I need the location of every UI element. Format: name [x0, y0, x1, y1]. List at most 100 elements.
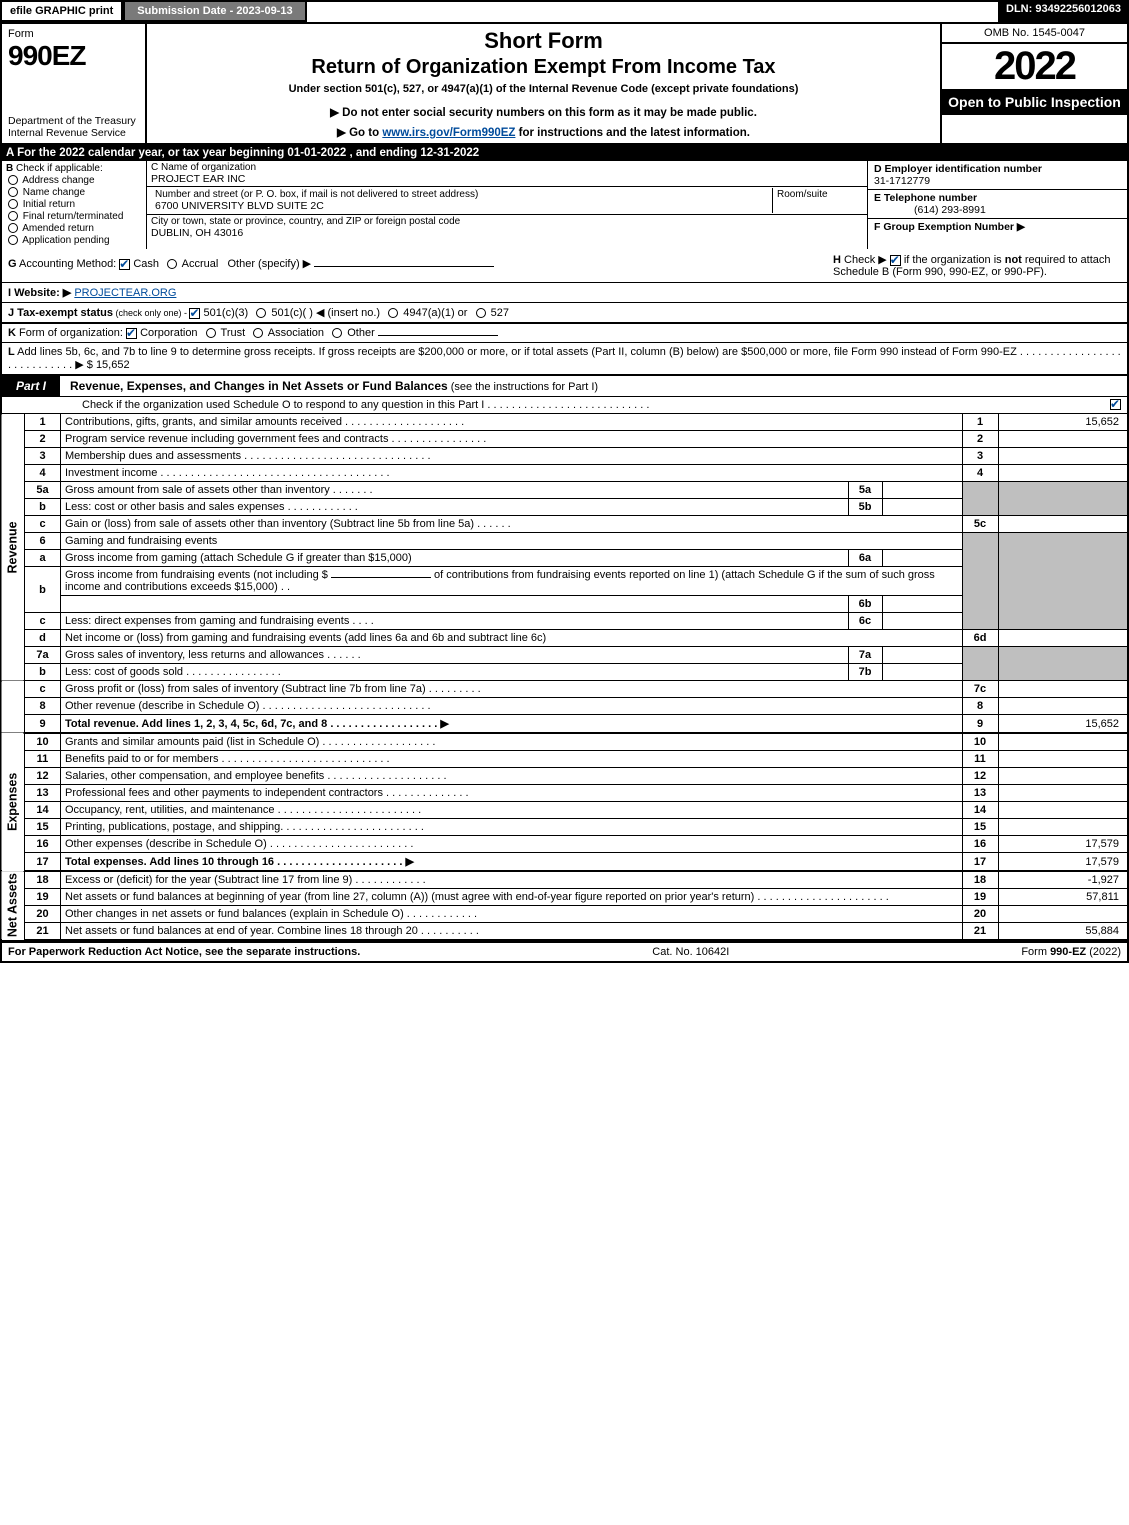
line-5a: 5a Gross amount from sale of assets othe… — [1, 482, 1128, 499]
top-bar: efile GRAPHIC print Submission Date - 20… — [0, 0, 1129, 24]
c-addr-value: 6700 UNIVERSITY BLVD SUITE 2C — [155, 200, 324, 212]
g-cash-check[interactable] — [119, 259, 130, 270]
line-6b-box: 6b — [1, 596, 1128, 613]
c-city-label: City or town, state or province, country… — [151, 216, 863, 227]
j-sub: (check only one) - — [113, 308, 190, 318]
col-de: D Employer identification number 31-1712… — [867, 161, 1127, 249]
j-527[interactable] — [476, 308, 486, 318]
line-20: 20 Other changes in net assets or fund b… — [1, 906, 1128, 923]
goto-post: for instructions and the latest informat… — [515, 127, 750, 139]
efile-label: efile GRAPHIC print — [0, 0, 123, 22]
header-left: Form 990EZ Department of the Treasury In… — [2, 24, 147, 143]
line-15: 15 Printing, publications, postage, and … — [1, 819, 1128, 836]
do-not-enter: ▶ Do not enter social security numbers o… — [157, 105, 930, 119]
g-accrual: Accrual — [182, 258, 219, 270]
line-2: 2 Program service revenue including gove… — [1, 431, 1128, 448]
line-5b: b Less: cost or other basis and sales ex… — [1, 499, 1128, 516]
h-check: H Check ▶ if the organization is not req… — [827, 249, 1127, 282]
k-other[interactable] — [332, 328, 342, 338]
header-center: Short Form Return of Organization Exempt… — [147, 24, 942, 143]
g-lead: G — [8, 258, 17, 270]
c-room-label: Room/suite — [777, 189, 859, 200]
j-4947[interactable] — [388, 308, 398, 318]
c-name-value: PROJECT EAR INC — [151, 173, 245, 185]
b-opt-final[interactable]: Final return/terminated — [6, 211, 142, 222]
c-name-row: C Name of organization PROJECT EAR INC — [147, 161, 867, 187]
under-section: Under section 501(c), 527, or 4947(a)(1)… — [157, 83, 930, 95]
k-assoc[interactable] — [253, 328, 263, 338]
j-lead: J Tax-exempt status — [8, 307, 113, 319]
d-row: D Employer identification number 31-1712… — [868, 161, 1127, 190]
part1-check-line: Check if the organization used Schedule … — [0, 397, 1129, 414]
k-corp[interactable] — [126, 328, 137, 339]
h-lead: H — [833, 254, 841, 266]
section-bcdef: B Check if applicable: Address change Na… — [0, 161, 1129, 249]
omb-number: OMB No. 1545-0047 — [942, 24, 1127, 44]
line-12: 12 Salaries, other compensation, and emp… — [1, 768, 1128, 785]
line-7a: 7a Gross sales of inventory, less return… — [1, 647, 1128, 664]
line-6d: d Net income or (loss) from gaming and f… — [1, 630, 1128, 647]
line-17: 17 Total expenses. Add lines 10 through … — [1, 853, 1128, 872]
k-lead: K — [8, 327, 16, 339]
b-opt-amended[interactable]: Amended return — [6, 223, 142, 234]
d-value: 31-1712779 — [874, 175, 930, 187]
g-text: Accounting Method: — [17, 258, 120, 270]
line-6: 6 Gaming and fundraising events — [1, 533, 1128, 550]
footer-center: Cat. No. 10642I — [652, 946, 729, 958]
line-6c: c Less: direct expenses from gaming and … — [1, 613, 1128, 630]
f-label: F Group Exemption Number ▶ — [874, 221, 1025, 233]
b-opt-initial[interactable]: Initial return — [6, 199, 142, 210]
b-opt-pending[interactable]: Application pending — [6, 235, 142, 246]
part1-checkbox[interactable] — [1110, 399, 1121, 410]
l-text: Add lines 5b, 6c, and 7b to line 9 to de… — [8, 346, 1121, 371]
b-opt-name[interactable]: Name change — [6, 187, 142, 198]
g-accounting: G Accounting Method: Cash Accrual Other … — [2, 249, 827, 282]
revenue-label: Revenue — [1, 414, 25, 681]
open-to-public: Open to Public Inspection — [942, 89, 1127, 115]
b-opt-address[interactable]: Address change — [6, 175, 142, 186]
c-city-value: DUBLIN, OH 43016 — [151, 227, 243, 239]
line-19: 19 Net assets or fund balances at beginn… — [1, 889, 1128, 906]
h-checkbox[interactable] — [890, 255, 901, 266]
l-lead: L — [8, 346, 15, 358]
row-l: L Add lines 5b, 6c, and 7b to line 9 to … — [0, 343, 1129, 376]
line-4: 4 Investment income . . . . . . . . . . … — [1, 465, 1128, 482]
row-k: K Form of organization: Corporation Trus… — [0, 323, 1129, 343]
i-website[interactable]: PROJECTEAR.ORG — [74, 287, 176, 299]
d-label: D Employer identification number — [874, 163, 1042, 175]
line-21: 21 Net assets or fund balances at end of… — [1, 923, 1128, 941]
line-3: 3 Membership dues and assessments . . . … — [1, 448, 1128, 465]
footer: For Paperwork Reduction Act Notice, see … — [0, 941, 1129, 963]
e-value: (614) 293-8991 — [874, 204, 986, 216]
header-right: OMB No. 1545-0047 2022 Open to Public In… — [942, 24, 1127, 143]
line-7b: b Less: cost of goods sold . . . . . . .… — [1, 664, 1128, 681]
form-header: Form 990EZ Department of the Treasury In… — [0, 24, 1129, 145]
f-row: F Group Exemption Number ▶ — [868, 219, 1127, 235]
line-16: 16 Other expenses (describe in Schedule … — [1, 836, 1128, 853]
part1-header: Part I Revenue, Expenses, and Changes in… — [0, 376, 1129, 397]
j-501c[interactable] — [256, 308, 266, 318]
lines-table: Revenue 1 Contributions, gifts, grants, … — [0, 414, 1129, 941]
line-18: Net Assets 18 Excess or (deficit) for th… — [1, 871, 1128, 889]
g-other: Other (specify) ▶ — [227, 258, 311, 270]
line-6a: a Gross income from gaming (attach Sched… — [1, 550, 1128, 567]
c-addr-row: Number and street (or P. O. box, if mail… — [147, 187, 867, 215]
goto-link[interactable]: www.irs.gov/Form990EZ — [382, 127, 515, 139]
col-c: C Name of organization PROJECT EAR INC N… — [147, 161, 867, 249]
goto-pre: ▶ Go to — [337, 127, 382, 139]
k-trust[interactable] — [206, 328, 216, 338]
j-501c3[interactable] — [189, 308, 200, 319]
line-13: 13 Professional fees and other payments … — [1, 785, 1128, 802]
expenses-label: Expenses — [1, 733, 25, 871]
b-check-if: Check if applicable: — [16, 163, 103, 174]
line-9: 9 Total revenue. Add lines 1, 2, 3, 4, 5… — [1, 715, 1128, 734]
row-gh: G Accounting Method: Cash Accrual Other … — [0, 249, 1129, 283]
line-7c: c Gross profit or (loss) from sales of i… — [1, 681, 1128, 698]
short-form-title: Short Form — [157, 28, 930, 54]
k-other-line — [378, 335, 498, 336]
g-accrual-radio[interactable] — [167, 259, 177, 269]
line-14: 14 Occupancy, rent, utilities, and maint… — [1, 802, 1128, 819]
form-word: Form — [8, 28, 139, 40]
line-6b: b Gross income from fundraising events (… — [1, 567, 1128, 596]
line-5c: c Gain or (loss) from sale of assets oth… — [1, 516, 1128, 533]
